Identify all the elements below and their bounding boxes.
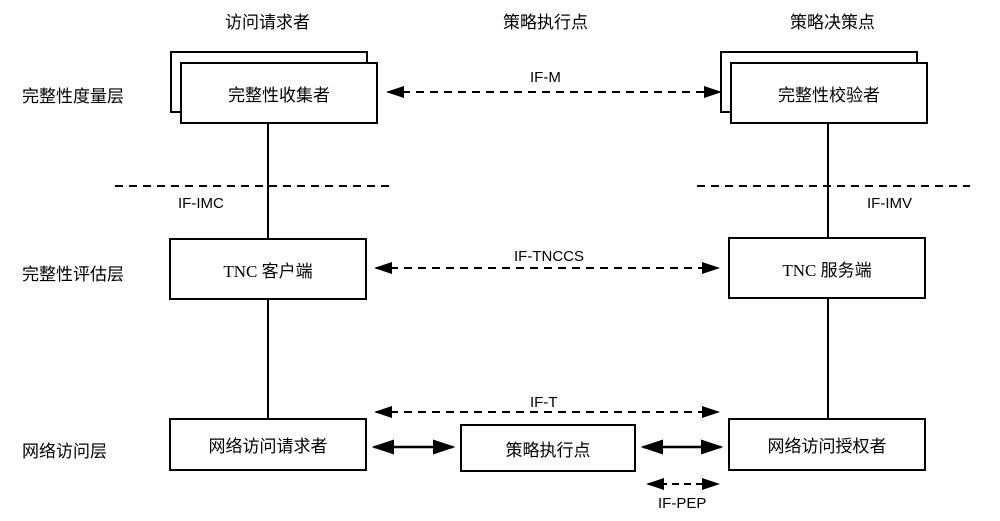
nar-label: 网络访问请求者 <box>209 432 328 457</box>
if-pep-label: IF-PEP <box>658 495 706 512</box>
naa-label: 网络访问授权者 <box>768 432 887 457</box>
col-header-requester: 访问请求者 <box>225 8 310 33</box>
if-tnccs-label: IF-TNCCS <box>514 248 584 265</box>
verifier-label: 完整性校验者 <box>778 81 880 106</box>
collector-box: 完整性收集者 <box>180 62 378 124</box>
verifier-box: 完整性校验者 <box>730 62 928 124</box>
pep-box: 策略执行点 <box>460 424 636 472</box>
if-m-label: IF-M <box>530 69 561 86</box>
tnc-server-box: TNC 服务端 <box>728 237 926 299</box>
layer-integrity-measure: 完整性度量层 <box>22 82 124 107</box>
col-header-decision: 策略决策点 <box>790 8 875 33</box>
pep-label: 策略执行点 <box>506 436 591 461</box>
naa-box: 网络访问授权者 <box>728 418 926 471</box>
tnc-client-label: TNC 客户端 <box>223 257 312 282</box>
layer-network-access: 网络访问层 <box>22 437 107 462</box>
if-imv-label: IF-IMV <box>867 195 912 212</box>
tnc-server-label: TNC 服务端 <box>782 256 871 281</box>
tnc-client-box: TNC 客户端 <box>169 238 367 300</box>
if-imc-label: IF-IMC <box>178 195 224 212</box>
nar-box: 网络访问请求者 <box>169 418 367 471</box>
layer-integrity-eval: 完整性评估层 <box>22 260 124 285</box>
if-t-label: IF-T <box>530 394 558 411</box>
col-header-enforcer: 策略执行点 <box>503 8 588 33</box>
collector-label: 完整性收集者 <box>228 81 330 106</box>
